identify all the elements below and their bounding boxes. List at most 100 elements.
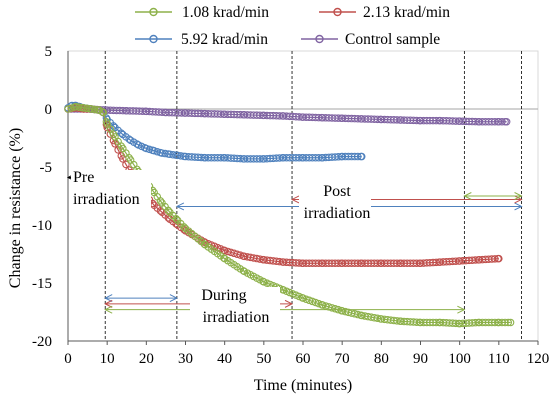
point-1-08-krad-min-100 xyxy=(334,305,342,314)
y-tick-5: 5 xyxy=(45,44,53,60)
point-5-92-krad-min-111 xyxy=(357,152,366,161)
during-label-line2: irradiation xyxy=(203,309,270,326)
post-label-bg xyxy=(299,184,371,224)
point-control-sample-89 xyxy=(314,113,323,122)
y-tick-10: -10 xyxy=(32,218,52,234)
point-1-08-krad-min-93 xyxy=(314,299,323,308)
point-2-13-krad-min-156 xyxy=(491,255,499,263)
phase-arrow-4 xyxy=(104,294,179,303)
point-2-13-krad-min-158 xyxy=(495,254,503,263)
point-1-08-krad-min-42 xyxy=(172,214,180,223)
phase-arrow-head-2-1 xyxy=(514,195,523,204)
y-tick-labels: 5 0 -5 -10 -15 -20 xyxy=(32,44,52,350)
x-tick-0: 0 xyxy=(64,351,72,367)
phase-arrow-6 xyxy=(104,305,466,314)
series-line-control-sample xyxy=(68,108,507,123)
phase-arrow-head-5-0 xyxy=(104,299,113,308)
series-1-08-krad-min xyxy=(64,102,515,328)
point-5-92-krad-min-109 xyxy=(354,152,362,161)
pre-label-line1: Pre xyxy=(73,169,94,186)
x-tick-100: 100 xyxy=(448,351,471,367)
point-2-13-krad-min-100 xyxy=(334,259,342,268)
x-tick-10: 10 xyxy=(100,351,115,367)
pre-label-bg xyxy=(71,170,151,210)
point-1-08-krad-min-142 xyxy=(451,319,460,328)
post-label-line1: Post xyxy=(323,183,351,200)
during-label-line1: During xyxy=(201,287,246,304)
point-2-13-krad-min-93 xyxy=(314,259,323,268)
point-control-sample-19 xyxy=(119,106,127,115)
point-control-sample-54 xyxy=(217,110,225,118)
point-control-sample-26 xyxy=(138,107,147,115)
point-control-sample-61 xyxy=(236,110,245,119)
point-2-13-krad-min-86 xyxy=(295,259,303,267)
point-5-92-krad-min-40 xyxy=(161,149,169,158)
point-control-sample-82 xyxy=(295,113,303,121)
point-2-13-krad-min-23 xyxy=(122,160,130,169)
phase-arrow-head-2-0 xyxy=(290,195,300,204)
phase-arrow-head-4-0 xyxy=(104,294,113,303)
x-tick-90: 90 xyxy=(413,351,428,367)
point-1-08-krad-min-121 xyxy=(393,317,401,325)
point-1-08-krad-min-45 xyxy=(180,223,188,231)
x-tick-110: 110 xyxy=(488,351,510,367)
y-tick-5: -5 xyxy=(40,160,53,176)
point-5-92-krad-min-43 xyxy=(169,150,177,159)
point-2-13-krad-min-65 xyxy=(236,251,245,259)
point-1-08-krad-min-1 xyxy=(67,104,75,112)
point-2-13-krad-min-149 xyxy=(471,256,480,264)
point-2-13-krad-min-121 xyxy=(393,259,401,268)
phase-arrow-head-1-0 xyxy=(175,202,185,211)
point-1-08-krad-min-10 xyxy=(90,105,99,114)
point-2-13-krad-min-36 xyxy=(156,207,165,215)
legend-item-2-13: 2.13 krad/min xyxy=(319,4,450,21)
legend-item-control: Control sample xyxy=(301,31,440,48)
point-control-sample-138 xyxy=(451,117,460,125)
series-control-sample xyxy=(64,105,511,126)
x-tick-80: 80 xyxy=(374,351,389,367)
legend-label-5-92: 5.92 krad/min xyxy=(181,31,268,48)
point-2-13-krad-min-79 xyxy=(275,257,284,266)
legend-marker-1-08 xyxy=(149,7,158,17)
point-5-92-krad-min-95 xyxy=(314,153,323,162)
series-layer xyxy=(64,101,515,328)
x-tick-70: 70 xyxy=(335,351,350,367)
point-control-sample-110 xyxy=(373,115,382,124)
point-control-sample-47 xyxy=(197,109,205,118)
point-control-sample-157 xyxy=(502,118,511,126)
point-1-08-krad-min-7 xyxy=(83,104,91,113)
x-tick-50: 50 xyxy=(256,351,271,367)
point-1-08-krad-min-14 xyxy=(99,108,108,117)
point-5-92-krad-min-88 xyxy=(295,153,303,162)
legend-item-5-92: 5.92 krad/min xyxy=(135,31,268,48)
point-5-92-krad-min-29 xyxy=(133,140,141,148)
x-tick-labels: 0 10 20 30 40 50 60 70 80 90 100 110 120 xyxy=(64,341,549,367)
y-tick-15: -15 xyxy=(32,276,52,292)
legend-item-1-08: 1.08 krad/min xyxy=(135,4,269,21)
point-control-sample-75 xyxy=(275,112,284,120)
point-2-13-krad-min-72 xyxy=(256,255,264,263)
point-1-08-krad-min-107 xyxy=(354,310,362,319)
annotations: Pre irradiation Post irradiation During … xyxy=(71,169,371,327)
point-5-92-krad-min-67 xyxy=(236,154,245,163)
legend-marker-5-92 xyxy=(149,34,158,44)
point-control-sample-40 xyxy=(177,109,186,117)
x-tick-30: 30 xyxy=(178,351,193,367)
point-control-sample-124 xyxy=(412,116,421,125)
point-control-sample-33 xyxy=(158,108,166,116)
point-control-sample-103 xyxy=(354,114,362,123)
x-tick-20: 20 xyxy=(139,351,154,367)
y-tick-20: -20 xyxy=(32,334,52,350)
point-1-08-krad-min-128 xyxy=(412,318,421,326)
point-5-92-krad-min-34 xyxy=(145,145,154,154)
point-5-92-krad-min-60 xyxy=(217,153,225,162)
phase-arrow-head-5-1 xyxy=(284,299,294,308)
phase-arrow-head-6-1 xyxy=(457,305,466,314)
x-tick-120: 120 xyxy=(527,351,550,367)
point-5-92-krad-min-23 xyxy=(117,129,126,137)
point-control-sample-145 xyxy=(471,117,480,126)
phase-arrow-head-6-0 xyxy=(104,305,113,314)
point-2-13-krad-min-42 xyxy=(172,220,180,228)
pre-label-line2: irradiation xyxy=(73,191,140,208)
